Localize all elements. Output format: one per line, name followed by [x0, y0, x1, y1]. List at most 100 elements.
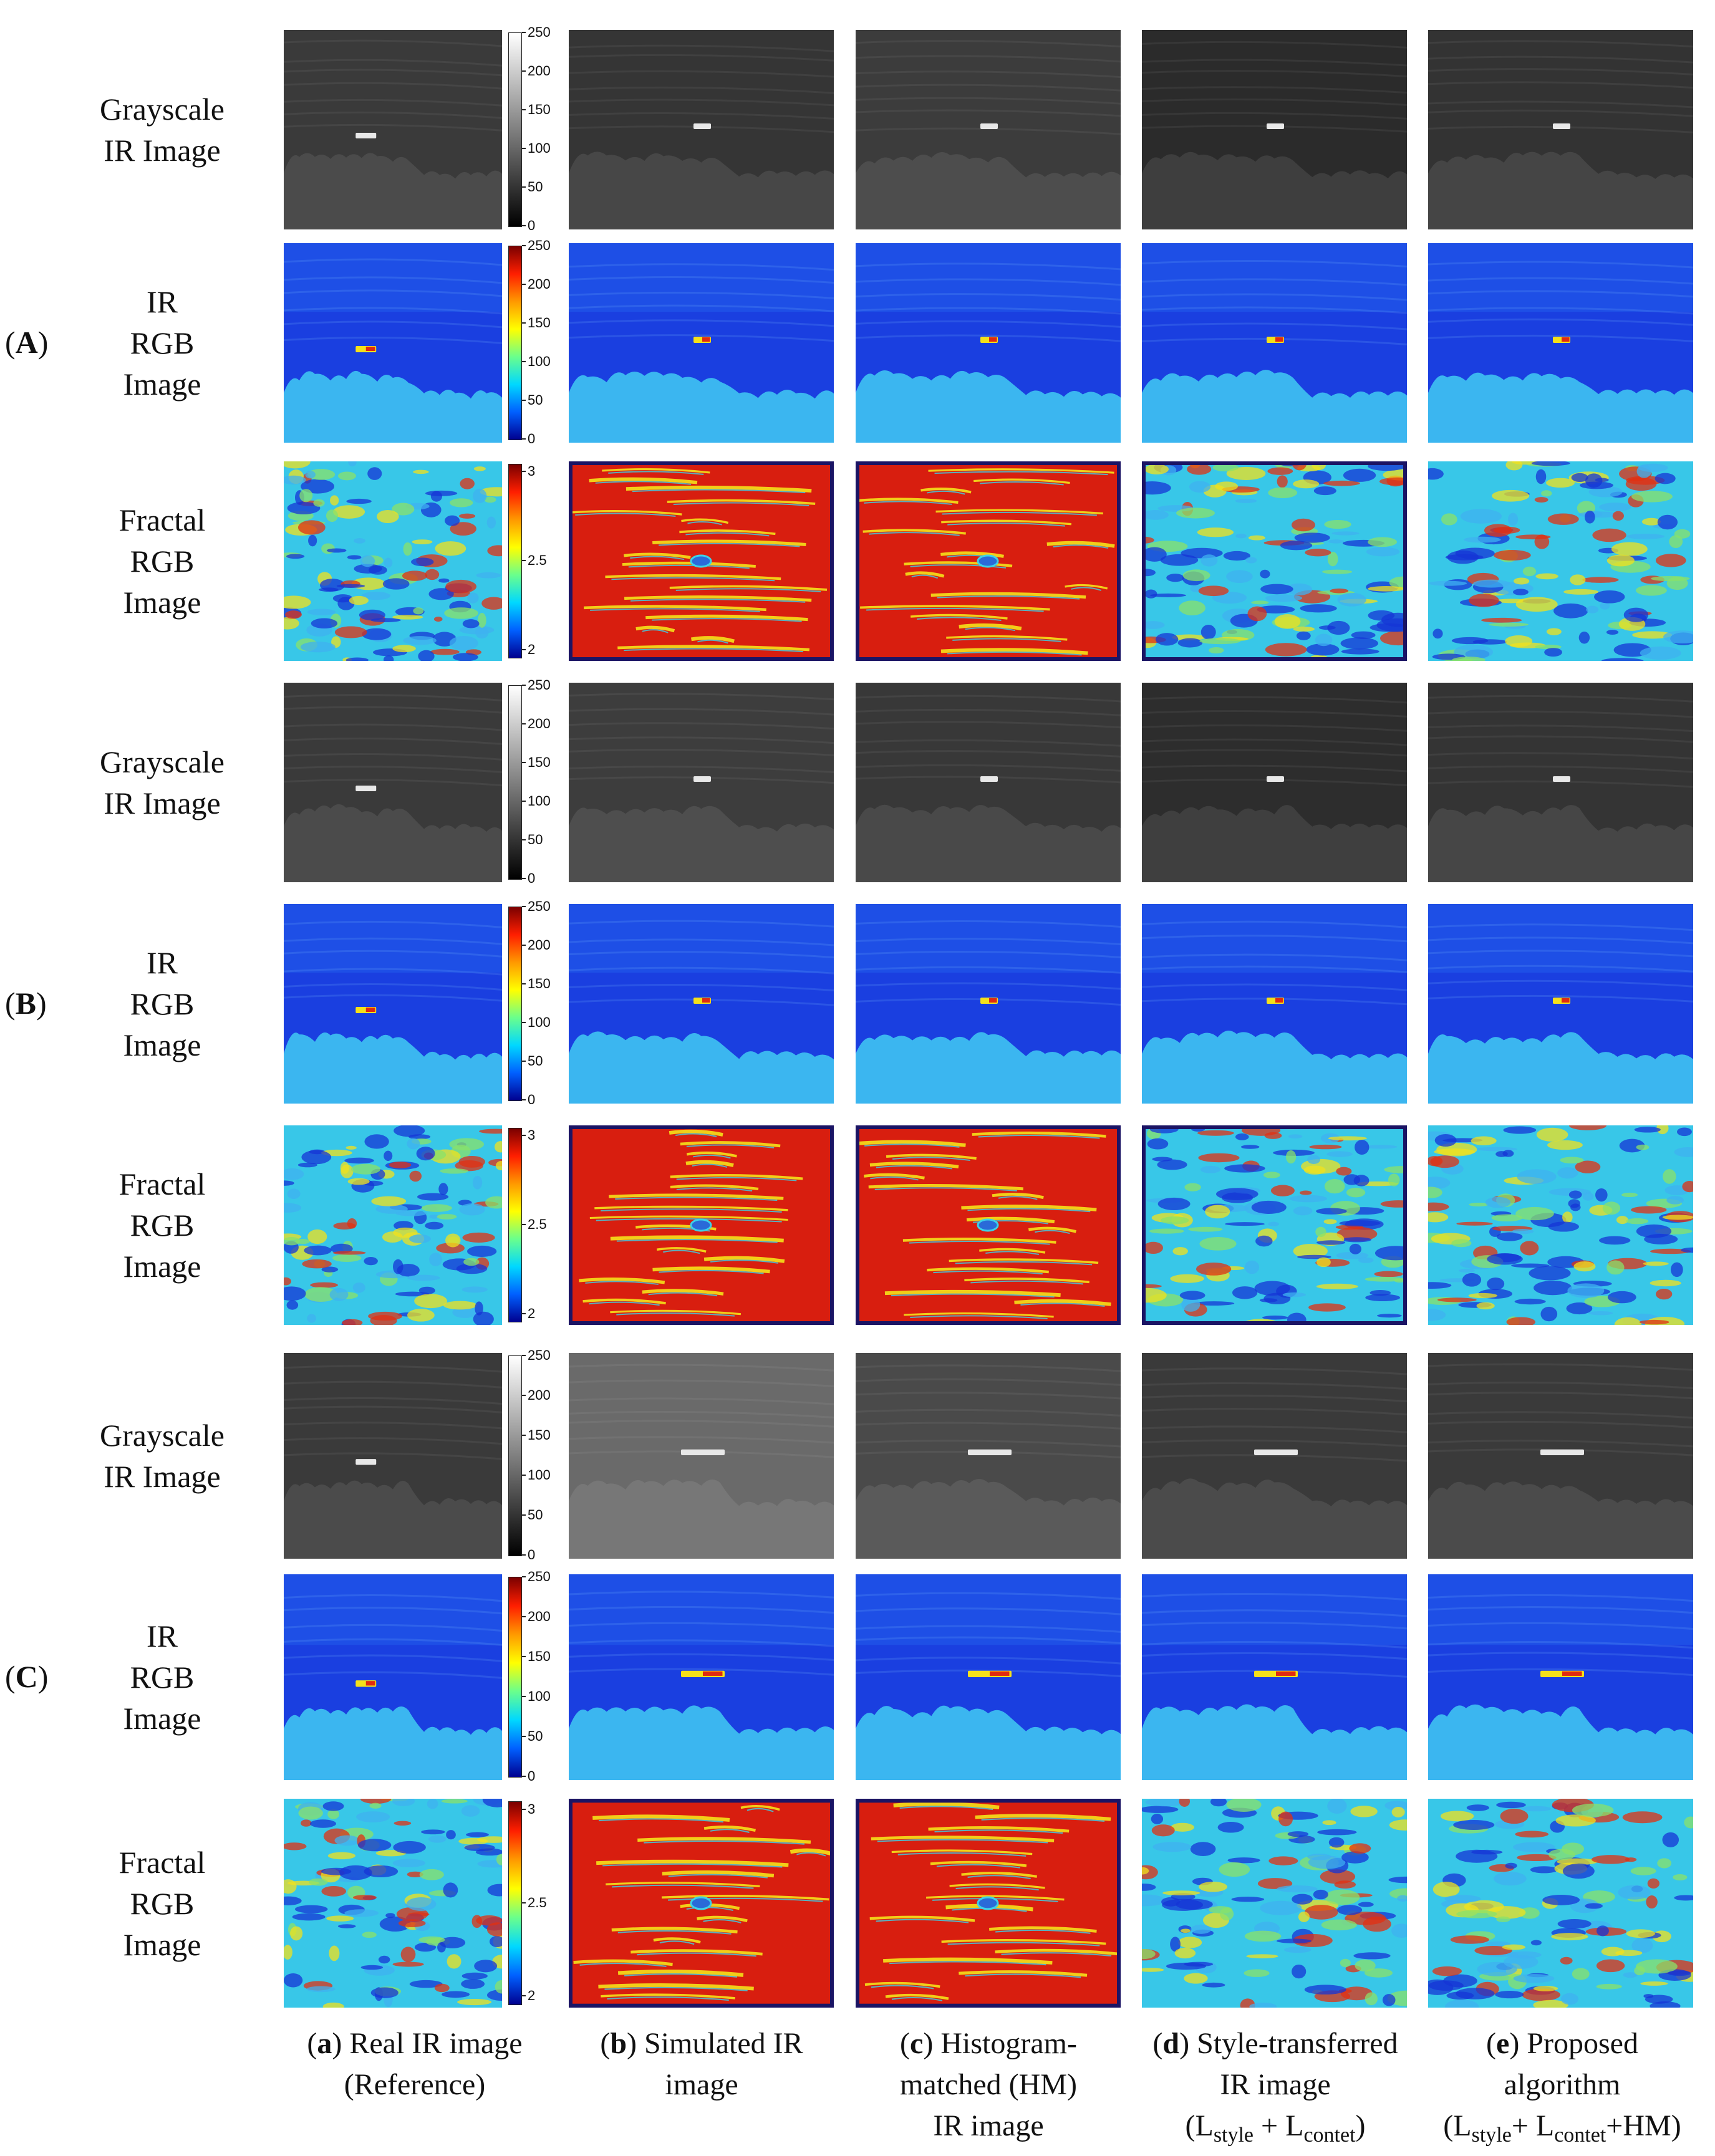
row-label-ir-rgb: IR RGB Image: [69, 1615, 256, 1739]
colorbar-tick-mark: [522, 1435, 526, 1436]
colorbar-tick-label: 0: [528, 218, 536, 233]
formula-open: (: [1185, 2109, 1196, 2142]
grayscale-colorbar: [508, 1355, 522, 1556]
panel-ir-rgb-col-4: [1142, 904, 1407, 1104]
row-label-line: RGB: [130, 1885, 195, 1921]
group-label-c: (C): [5, 1658, 48, 1695]
colorbar-tick-mark: [522, 1312, 526, 1314]
caption-line-1: (e) Proposed: [1413, 2023, 1712, 2064]
caption-line-1: (a) Real IR image: [265, 2023, 564, 2064]
colorbar-tick-label: 250: [528, 238, 551, 253]
colorbar-tick-mark: [522, 1902, 526, 1903]
group-label-open: (: [5, 325, 16, 360]
colorbar-tick-mark: [522, 983, 526, 984]
caption-paren-open: (: [307, 2027, 317, 2060]
colorbar-tick-label: 0: [528, 431, 536, 446]
colorbar-tick-mark: [522, 70, 526, 72]
caption-letter: b: [610, 2027, 627, 2060]
column-caption-d: (d) Style-transferred IR image (Lstyle + L…: [1126, 2023, 1425, 2156]
panel-ir-rgb-col-3: [856, 1574, 1121, 1780]
colorbar-tick-label: 50: [528, 1507, 543, 1523]
caption-formula: (Lstyle+ Lcontet+HM): [1413, 2105, 1712, 2156]
colorbar-tick-label: 100: [528, 1467, 551, 1483]
colorbar-tick-mark: [522, 186, 526, 188]
colorbar-tick-mark: [522, 839, 526, 840]
panel-fractal-col-2: [569, 1125, 834, 1325]
row-label-fractal: Fractal RGB Image: [69, 499, 256, 623]
row-label-ir-rgb: IR RGB Image: [69, 942, 256, 1066]
panel-fractal-col-5: [1428, 1125, 1693, 1325]
caption-paren-open: (: [1152, 2027, 1163, 2060]
colorbar-tick-mark: [522, 723, 526, 724]
colorbar-tick-label: 50: [528, 832, 543, 847]
colorbar-tick-mark: [522, 906, 526, 907]
row-label-line: Image: [123, 1927, 201, 1962]
group-label-close: ): [37, 1659, 49, 1694]
colorbar-tick-label: 0: [528, 1092, 536, 1107]
formula-close: ): [1355, 2109, 1366, 2142]
colorbar-tick-label: 100: [528, 140, 551, 156]
row-label-line: Grayscale: [100, 92, 225, 127]
jet-colorbar: [508, 246, 522, 440]
caption-letter: d: [1162, 2027, 1180, 2060]
formula-subscript-content: contet: [1303, 2124, 1356, 2147]
colorbar-tick-mark: [522, 1616, 526, 1617]
panel-grayscale-col-2: [569, 683, 834, 882]
panel-fractal-col-5: [1428, 1799, 1693, 2008]
formula-loss-symbol: L: [1535, 2109, 1555, 2142]
colorbar-tick-label: 50: [528, 179, 543, 195]
colorbar-tick-label: 200: [528, 716, 551, 731]
colorbar-tick-label: 200: [528, 1387, 551, 1403]
panel-ir-rgb-col-2: [569, 243, 834, 443]
colorbar-tick-label: 200: [528, 276, 551, 292]
colorbar-tick-mark: [522, 762, 526, 763]
group-label-b: (B): [5, 985, 47, 1021]
caption-paren-open: (: [1486, 2027, 1496, 2060]
colorbar-tick-mark: [522, 945, 526, 946]
formula-close: +HM): [1606, 2109, 1681, 2142]
colorbar-tick-mark: [522, 322, 526, 324]
colorbar-tick-mark: [522, 471, 526, 473]
row-label-grayscale: Grayscale IR Image: [69, 89, 256, 171]
colorbar-tick-label: 50: [528, 1053, 543, 1069]
panel-ir-rgb-col-5: [1428, 1574, 1693, 1780]
panel-ir-rgb-col-3: [856, 904, 1121, 1104]
colorbar-tick-mark: [522, 1776, 526, 1777]
colorbar-tick-mark: [522, 1022, 526, 1023]
group-label-letter: B: [15, 986, 37, 1021]
colorbar-tick-mark: [522, 1809, 526, 1810]
panel-fractal-col-2: [569, 461, 834, 661]
panel-ir-rgb-col-2: [569, 1574, 834, 1780]
colorbar-tick-label: 0: [528, 1768, 536, 1784]
row-label-line: RGB: [130, 544, 195, 579]
jet-colorbar: [508, 1577, 522, 1778]
colorbar-tick-mark: [522, 1135, 526, 1137]
colorbar-tick-mark: [522, 438, 526, 440]
colorbar-tick-label: 2: [528, 1988, 536, 2003]
row-label-line: Grayscale: [100, 744, 225, 779]
colorbar-tick-label: 3: [528, 1801, 536, 1817]
colorbar-tick-mark: [522, 1736, 526, 1737]
row-label-line: Fractal: [118, 1844, 206, 1880]
colorbar-tick-mark: [522, 878, 526, 879]
row-label-line: RGB: [130, 325, 195, 360]
fractal-colorbar: [508, 1128, 522, 1322]
colorbar-tick-mark: [522, 1395, 526, 1396]
caption-text: Style-transferred: [1189, 2027, 1398, 2060]
panel-ir-rgb-col-5: [1428, 904, 1693, 1104]
panel-grayscale-col-4: [1142, 1353, 1407, 1559]
row-label-line: IR: [147, 1619, 178, 1653]
colorbar-tick-label: 150: [528, 976, 551, 991]
colorbar-tick-mark: [522, 32, 526, 33]
panel-grayscale-col-3: [856, 683, 1121, 882]
row-label-line: Fractal: [118, 503, 206, 537]
colorbar-tick-mark: [522, 1576, 526, 1577]
panel-ir-rgb-col-4: [1142, 1574, 1407, 1780]
caption-formula: (Lstyle + Lcontet): [1126, 2105, 1425, 2156]
caption-line-2: IR image: [1220, 2068, 1331, 2101]
caption-text: Histogram-: [933, 2027, 1077, 2060]
colorbar-tick-label: 150: [528, 754, 551, 770]
colorbar-tick-label: 0: [528, 1547, 536, 1562]
colorbar-tick-mark: [522, 560, 526, 561]
colorbar-tick-label: 100: [528, 793, 551, 809]
